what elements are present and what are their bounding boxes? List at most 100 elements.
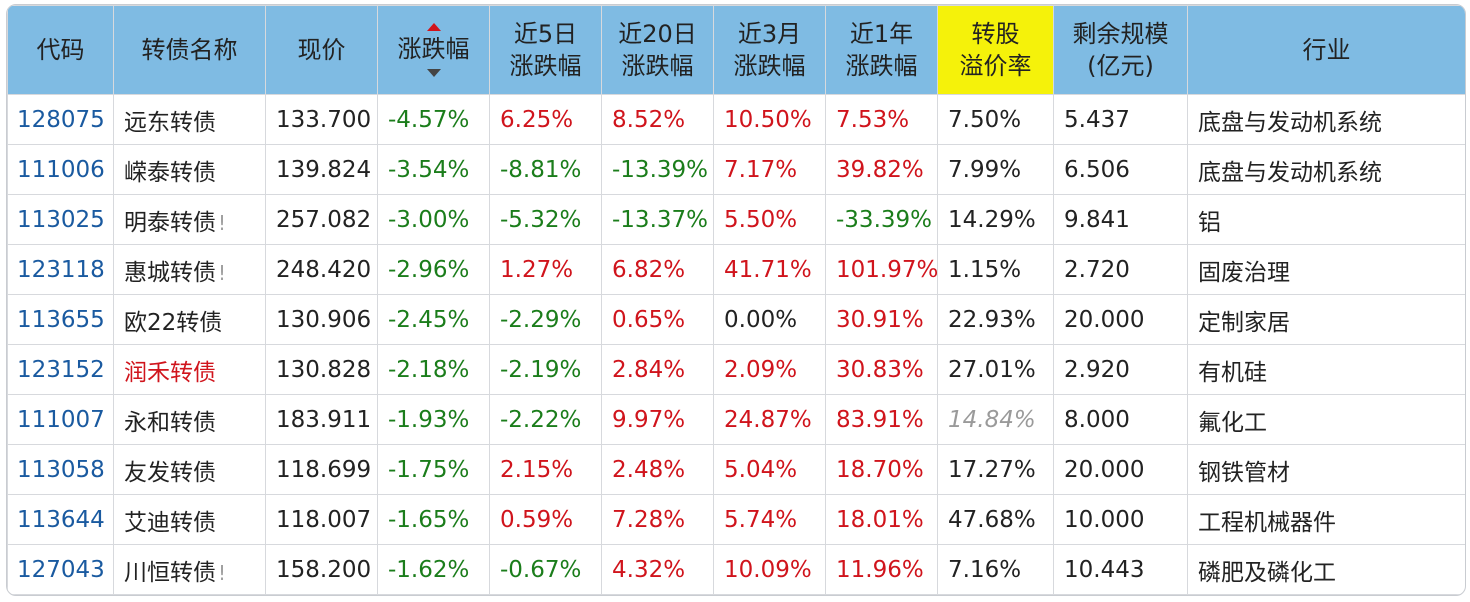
col-header-change[interactable]: 涨跌幅	[377, 5, 490, 95]
bond-code-link[interactable]: 111007	[7, 394, 114, 445]
price-cell: 133.700	[265, 94, 378, 145]
premium-cell-text: 17.27%	[948, 456, 1036, 483]
scale-cell-text: 2.720	[1064, 256, 1130, 283]
col-header-industry[interactable]: 行业	[1187, 5, 1465, 95]
bond-name-text[interactable]: 远东转债	[124, 109, 216, 136]
bond-code-link[interactable]: 128075	[7, 94, 114, 145]
col-header-1y[interactable]: 近1年 涨跌幅	[825, 5, 938, 95]
premium-cell: 14.84%	[937, 394, 1054, 445]
premium-cell-text: 1.15%	[948, 256, 1022, 283]
table-row[interactable]: 113644 艾迪转债 118.007 -1.65% 0.59% 7.28% 5.74% 18…	[7, 494, 1465, 545]
sort-asc-icon[interactable]	[426, 23, 441, 31]
bond-code-link[interactable]: 127043	[7, 544, 114, 595]
industry-cell: 钢铁管材	[1187, 444, 1465, 495]
table-row[interactable]: 128075 远东转债 133.700 -4.57% 6.25% 8.52% 10.50% 7…	[7, 94, 1465, 145]
bond-code-link[interactable]: 123152	[7, 344, 114, 395]
scale-cell-text: 6.506	[1064, 156, 1130, 183]
change-5d-cell-text: 6.25%	[500, 106, 574, 133]
bond-code-link-text[interactable]: 123152	[17, 356, 105, 383]
industry-cell: 定制家居	[1187, 294, 1465, 345]
sort-desc-icon[interactable]	[426, 69, 441, 77]
bond-code-link-text[interactable]: 113655	[17, 306, 105, 333]
bond-name[interactable]: 远东转债	[113, 94, 266, 145]
bond-name-text[interactable]: 艾迪转债	[124, 509, 216, 536]
bond-name-text[interactable]: 润禾转债	[124, 359, 216, 386]
col-header-premium[interactable]: 转股 溢价率	[937, 5, 1054, 95]
bond-code-link-text[interactable]: 123118	[17, 256, 105, 283]
change-1y-cell: 30.83%	[825, 344, 938, 395]
bond-name[interactable]: 欧22转债	[113, 294, 266, 345]
table-row[interactable]: 113058 友发转债 118.699 -1.75% 2.15% 2.48% 5.04% 18…	[7, 444, 1465, 495]
bond-code-link[interactable]: 113644	[7, 494, 114, 545]
bond-code-link-text[interactable]: 111007	[17, 406, 105, 433]
col-header-20d[interactable]: 近20日 涨跌幅	[601, 5, 714, 95]
col-header-price[interactable]: 现价	[265, 5, 378, 95]
bond-code-link[interactable]: 123118	[7, 244, 114, 295]
bond-name-text[interactable]: 友发转债	[124, 459, 216, 486]
bond-name-text[interactable]: 川恒转债	[124, 559, 216, 586]
change-3m-cell: 0.00%	[713, 294, 826, 345]
bond-code-link[interactable]: 113025	[7, 194, 114, 245]
bond-table-panel: 代码 转债名称 现价 涨跌幅 近5日 涨跌幅 近20日 涨跌幅 近3月 涨跌幅 近1年…	[6, 4, 1466, 596]
change-cell: -1.65%	[377, 494, 490, 545]
col-header-3m[interactable]: 近3月 涨跌幅	[713, 5, 826, 95]
premium-cell-text: 14.29%	[948, 206, 1036, 233]
bond-code-link[interactable]: 113058	[7, 444, 114, 495]
table-row[interactable]: 111006 嵘泰转债 139.824 -3.54% -8.81% -13.39% 7.17…	[7, 144, 1465, 195]
price-cell-text: 130.906	[276, 306, 372, 333]
change-5d-cell-text: 1.27%	[500, 256, 574, 283]
change-20d-cell: -13.37%	[601, 194, 714, 245]
industry-cell: 磷肥及磷化工	[1187, 544, 1465, 595]
table-row[interactable]: 123152 润禾转债 130.828 -2.18% -2.19% 2.84% 2.09% 3…	[7, 344, 1465, 395]
bond-name[interactable]: 明泰转债!	[113, 194, 266, 245]
bond-name[interactable]: 惠城转债!	[113, 244, 266, 295]
bond-code-link-text[interactable]: 113058	[17, 456, 105, 483]
change-1y-cell-text: 30.83%	[836, 356, 924, 383]
change-cell: -2.45%	[377, 294, 490, 345]
premium-cell: 17.27%	[937, 444, 1054, 495]
bond-name[interactable]: 润禾转债	[113, 344, 266, 395]
scale-cell: 10.443	[1053, 544, 1188, 595]
change-3m-cell: 5.04%	[713, 444, 826, 495]
premium-cell: 7.99%	[937, 144, 1054, 195]
change-cell-text: -3.00%	[388, 206, 470, 233]
bond-name[interactable]: 川恒转债!	[113, 544, 266, 595]
industry-cell-text: 磷肥及磷化工	[1198, 559, 1336, 586]
bond-code-link-text[interactable]: 113644	[17, 506, 105, 533]
industry-cell: 固废治理	[1187, 244, 1465, 295]
bond-name[interactable]: 友发转债	[113, 444, 266, 495]
bond-name-text[interactable]: 惠城转债	[124, 259, 216, 286]
table-row[interactable]: 127043 川恒转债! 158.200 -1.62% -0.67% 4.32% 10.09…	[7, 544, 1465, 595]
bond-code-link-text[interactable]: 127043	[17, 556, 105, 583]
bond-name-text[interactable]: 嵘泰转债	[124, 159, 216, 186]
bond-code-link-text[interactable]: 111006	[17, 156, 105, 183]
bond-name-text[interactable]: 明泰转债	[124, 209, 216, 236]
bond-code-link[interactable]: 113655	[7, 294, 114, 345]
table-row[interactable]: 123118 惠城转债! 248.420 -2.96% 1.27% 6.82% 41.71%…	[7, 244, 1465, 295]
change-5d-cell: 2.15%	[489, 444, 602, 495]
change-20d-cell-text: 0.65%	[612, 306, 686, 333]
table-row[interactable]: 113025 明泰转债! 257.082 -3.00% -5.32% -13.37% 5.5…	[7, 194, 1465, 245]
bond-name[interactable]: 嵘泰转债	[113, 144, 266, 195]
premium-cell: 1.15%	[937, 244, 1054, 295]
bond-name-text[interactable]: 欧22转债	[124, 309, 223, 336]
premium-cell: 22.93%	[937, 294, 1054, 345]
col-header-code[interactable]: 代码	[7, 5, 114, 95]
bond-code-link-text[interactable]: 128075	[17, 106, 105, 133]
table-row[interactable]: 113655 欧22转债 130.906 -2.45% -2.29% 0.65% 0.00%…	[7, 294, 1465, 345]
bond-name[interactable]: 永和转债	[113, 394, 266, 445]
col-header-5d[interactable]: 近5日 涨跌幅	[489, 5, 602, 95]
change-5d-cell: 6.25%	[489, 94, 602, 145]
scale-cell: 2.920	[1053, 344, 1188, 395]
price-cell-text: 118.007	[276, 506, 372, 533]
scale-cell-text: 10.443	[1064, 556, 1145, 583]
bond-code-link-text[interactable]: 113025	[17, 206, 105, 233]
col-header-scale[interactable]: 剩余规模 (亿元)	[1053, 5, 1188, 95]
bond-code-link[interactable]: 111006	[7, 144, 114, 195]
price-cell: 183.911	[265, 394, 378, 445]
col-header-name[interactable]: 转债名称	[113, 5, 266, 95]
bond-name[interactable]: 艾迪转债	[113, 494, 266, 545]
bond-name-text[interactable]: 永和转债	[124, 409, 216, 436]
change-20d-cell: 6.82%	[601, 244, 714, 295]
table-row[interactable]: 111007 永和转债 183.911 -1.93% -2.22% 9.97% 24.87%…	[7, 394, 1465, 445]
